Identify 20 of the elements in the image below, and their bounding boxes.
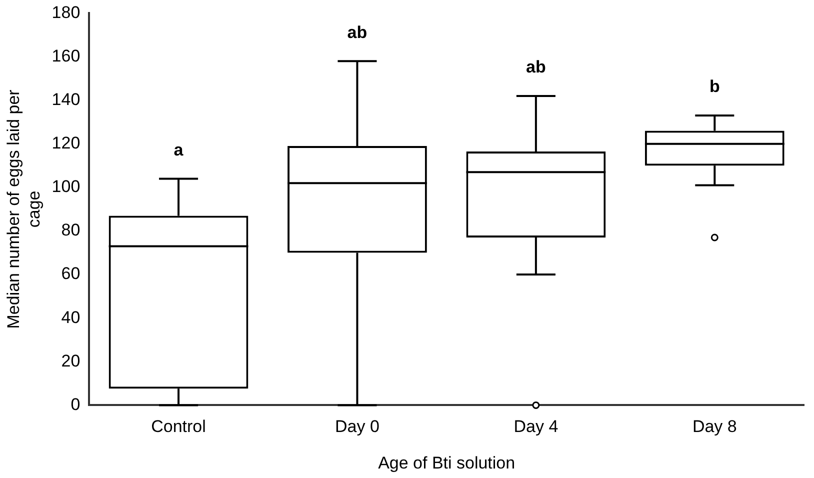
y-tick-label: 100 — [52, 177, 80, 196]
annotation: b — [709, 77, 720, 96]
x-axis-title: Age of Bti solution — [378, 453, 516, 472]
y-tick-label: 140 — [52, 90, 80, 109]
y-tick-label: 180 — [52, 2, 80, 22]
y-axis-title: Median number of eggs laid per cage — [4, 89, 44, 329]
x-tick-label: Control — [151, 417, 206, 436]
y-tick-label: 160 — [52, 46, 80, 66]
y-tick-label: 40 — [61, 308, 80, 327]
y-tick-label: 0 — [70, 394, 80, 414]
annotation: ab — [347, 22, 368, 42]
x-tick-label: Day 0 — [335, 417, 380, 436]
y-tick-label: 20 — [61, 351, 80, 370]
y-tick-label: 120 — [52, 134, 80, 153]
y-tick-label: 60 — [61, 264, 80, 284]
annotation: a — [174, 140, 184, 160]
x-tick-label: Day 4 — [514, 417, 558, 436]
annotation: ab — [526, 58, 546, 77]
x-tick-label: Day 8 — [692, 417, 737, 436]
y-tick-label: 80 — [61, 220, 80, 240]
